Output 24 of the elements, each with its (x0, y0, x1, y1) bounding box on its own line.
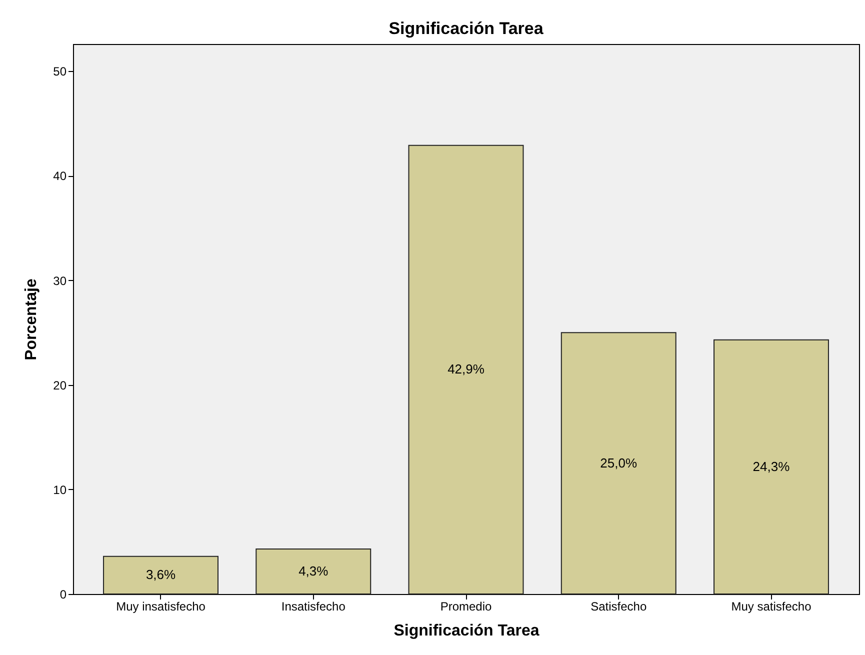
x-tick-label: Muy satisfecho (731, 600, 812, 614)
y-tick-label: 30 (53, 274, 67, 288)
data-label: 42,9% (448, 362, 485, 377)
data-label: 3,6% (146, 567, 176, 582)
bar (714, 339, 829, 594)
y-tick-label: 10 (53, 482, 67, 497)
data-label: 4,3% (298, 564, 329, 579)
y-axis-title: Porcentaje (23, 278, 40, 360)
x-tick-label: Promedio (440, 600, 492, 614)
data-label: 25,0% (600, 455, 638, 470)
x-tick-label: Insatisfecho (281, 600, 346, 614)
y-tick-label: 40 (53, 169, 67, 184)
y-tick-label: 50 (53, 64, 67, 79)
y-tick-label: 20 (53, 378, 67, 392)
chart-title: Significación Tarea (388, 19, 544, 38)
bar (560, 332, 676, 594)
x-axis-title: Significación Tarea (394, 622, 540, 640)
x-tick-label: Muy insatisfecho (116, 600, 206, 614)
x-tick-label: Satisfecho (590, 600, 647, 614)
bar (408, 144, 524, 594)
bar (103, 556, 218, 594)
bar (256, 548, 372, 594)
data-label: 24,3% (752, 458, 790, 474)
y-tick-label: 0 (60, 588, 67, 602)
